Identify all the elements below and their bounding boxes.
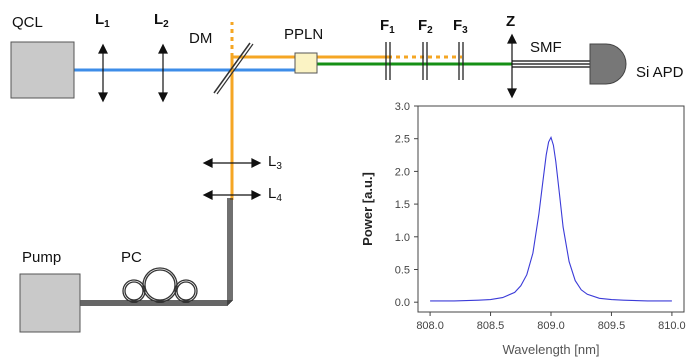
- lens-l4: [202, 190, 262, 200]
- x-tick-label: 808.5: [477, 320, 505, 332]
- label-l3: L3: [268, 153, 282, 172]
- dichroic-mirror: [213, 42, 251, 94]
- pump-box: [19, 273, 81, 333]
- label-ppln: PPLN: [284, 26, 323, 43]
- x-tick-label: 808.0: [416, 320, 444, 332]
- lens-l1: [98, 43, 108, 103]
- chart-ylabel: Power [a.u.]: [360, 172, 375, 246]
- y-tick-label: 0.5: [395, 264, 410, 276]
- lens-l3: [202, 158, 262, 168]
- qcl-box: [10, 41, 75, 99]
- y-tick-label: 2.5: [395, 134, 410, 146]
- ppln-crystal: [294, 52, 318, 74]
- label-si-apd: Si APD: [636, 64, 684, 81]
- x-tick-label: 809.5: [598, 320, 626, 332]
- smf-fiber: [512, 60, 590, 68]
- label-smf: SMF: [530, 39, 562, 56]
- x-tick-label: 809.0: [537, 320, 565, 332]
- y-tick-label: 3.0: [395, 101, 410, 113]
- label-z: Z: [506, 13, 515, 30]
- x-tick-label: 810.0: [658, 320, 686, 332]
- label-f2: F2: [418, 17, 433, 36]
- y-tick-label: 2.0: [395, 166, 410, 178]
- filter-f1: [385, 42, 391, 80]
- label-f1: F1: [380, 17, 395, 36]
- label-pump: Pump: [22, 249, 61, 266]
- lens-l2: [158, 43, 168, 103]
- filter-f2: [422, 42, 428, 80]
- label-pc: PC: [121, 249, 142, 266]
- label-l1: L1: [95, 11, 110, 30]
- si-apd-detector: [589, 43, 627, 85]
- label-l4: L4: [268, 185, 282, 204]
- label-f3: F3: [453, 17, 468, 36]
- chart-xlabel: Wavelength [nm]: [502, 342, 599, 357]
- filter-f3: [458, 42, 464, 80]
- pump-fiber: [80, 198, 233, 306]
- spectrum-chart: 808.0 808.5 809.0 809.5 810.0 0.0 0.5 1.0 1.5 2.0…: [360, 101, 686, 357]
- label-l2: L2: [154, 11, 169, 30]
- lens-z: [507, 33, 517, 99]
- spectrum-series-line: [430, 135, 672, 302]
- polarization-controller: [122, 267, 198, 303]
- y-tick-label: 1.0: [395, 232, 410, 244]
- y-tick-label: 1.5: [395, 199, 410, 211]
- y-tick-label: 0.0: [395, 297, 410, 309]
- label-dm: DM: [189, 30, 212, 47]
- label-qcl: QCL: [12, 14, 43, 31]
